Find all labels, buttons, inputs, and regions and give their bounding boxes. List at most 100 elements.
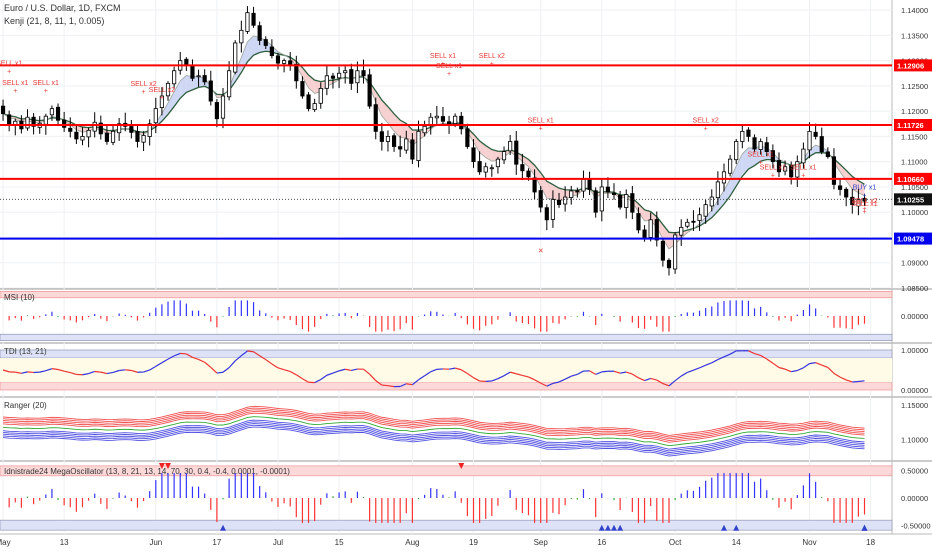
candle-up (570, 191, 573, 198)
candle-down (472, 148, 475, 162)
candle-down (643, 230, 646, 238)
candle-up (680, 227, 683, 235)
candle-down (521, 165, 524, 171)
candle-down (62, 120, 65, 127)
candle-up (26, 117, 29, 128)
tdi-line (180, 353, 186, 354)
msi-lower-band (0, 334, 892, 341)
candle-down (215, 102, 218, 118)
candle-up (508, 141, 511, 150)
candle-down (441, 117, 444, 122)
candle-up (741, 131, 744, 141)
signal-label: SELL x1 (851, 201, 877, 208)
candle-down (826, 152, 829, 157)
candle-down (209, 81, 212, 101)
y-tick-label: 1.09000 (901, 259, 928, 268)
signal-label: SELL x2 (149, 87, 175, 94)
candle-down (264, 40, 267, 46)
candle-down (594, 191, 597, 212)
candle-down (362, 71, 365, 76)
candle-up (44, 116, 47, 124)
tdi-line (119, 370, 125, 371)
candle-up (356, 71, 359, 83)
candle-down (545, 208, 548, 220)
y-tick-label: 1.14000 (901, 6, 928, 15)
y-tick-label: 1.15000 (901, 401, 928, 410)
y-tick-label: 1.10000 (901, 435, 928, 444)
candle-down (588, 179, 591, 189)
candle-down (258, 26, 261, 41)
candle-down (655, 220, 658, 240)
y-tick-label: 1.13500 (901, 31, 928, 40)
candle-down (380, 132, 383, 142)
candle-up (710, 197, 713, 206)
x-tick-label: Jun (149, 538, 162, 547)
signal-marker: + (539, 125, 543, 132)
signal-marker: + (160, 95, 164, 102)
candle-up (227, 71, 230, 97)
signal-marker: + (801, 172, 805, 179)
candle-up (563, 197, 566, 204)
tdi-lower-band (0, 382, 892, 390)
y-tick-label: 1.12500 (901, 82, 928, 91)
tdi-line (95, 371, 101, 372)
candle-down (350, 70, 353, 84)
y-tick-label: 1.10000 (901, 208, 928, 217)
candle-up (722, 172, 725, 183)
x-tick-label: Oct (669, 538, 682, 547)
x-tick-label: 13 (60, 538, 69, 547)
y-tick-label: 0.00000 (901, 312, 928, 321)
candle-down (466, 129, 469, 147)
candle-down (667, 260, 670, 267)
y-tick-label: 1.08500 (901, 284, 928, 293)
level-label: 1.10660 (897, 175, 924, 184)
candle-down (557, 200, 560, 204)
candle-down (527, 171, 530, 177)
candle-down (56, 107, 59, 120)
x-tick-label: 18 (866, 538, 875, 547)
study-title: Kenji (21, 8, 11, 1, 0.005) (4, 16, 104, 26)
candle-up (234, 43, 237, 72)
y-tick-label: 0.00000 (901, 494, 928, 503)
candle-down (447, 122, 450, 124)
signal-marker: + (862, 192, 866, 199)
candle-up (154, 109, 157, 123)
candle-up (728, 159, 731, 173)
candle-up (704, 205, 707, 217)
y-tick-label: 1.11500 (901, 132, 928, 141)
candle-down (301, 82, 304, 96)
level-label: 1.09478 (897, 235, 924, 244)
candle-up (673, 235, 676, 269)
candle-down (368, 75, 371, 106)
x-tick-label: 15 (335, 538, 344, 547)
candle-down (75, 132, 78, 139)
signal-marker: + (862, 209, 866, 216)
candle-up (319, 88, 322, 103)
tdi-line (382, 385, 388, 386)
candle-up (716, 182, 719, 198)
candle-up (111, 131, 114, 142)
candle-down (692, 221, 695, 222)
signal-marker: + (7, 69, 11, 76)
candle-up (496, 159, 499, 167)
x-tick-label: 17 (212, 538, 221, 547)
candle-down (105, 133, 108, 141)
candle-down (307, 95, 310, 109)
candle-up (686, 222, 689, 226)
candle-down (844, 189, 847, 197)
candle-up (142, 135, 145, 142)
candle-up (386, 136, 389, 141)
signal-label: SELL x2 (479, 53, 505, 60)
candle-up (417, 131, 420, 160)
signal-label: SELL x1 (436, 63, 462, 70)
candle-up (282, 61, 285, 64)
x-tick-label: 14 (732, 538, 741, 547)
candle-up (50, 109, 53, 115)
candle-up (502, 152, 505, 160)
tdi-line (247, 351, 253, 352)
candle-down (374, 105, 377, 132)
msi-upper-band (0, 291, 892, 298)
candle-down (820, 137, 823, 152)
